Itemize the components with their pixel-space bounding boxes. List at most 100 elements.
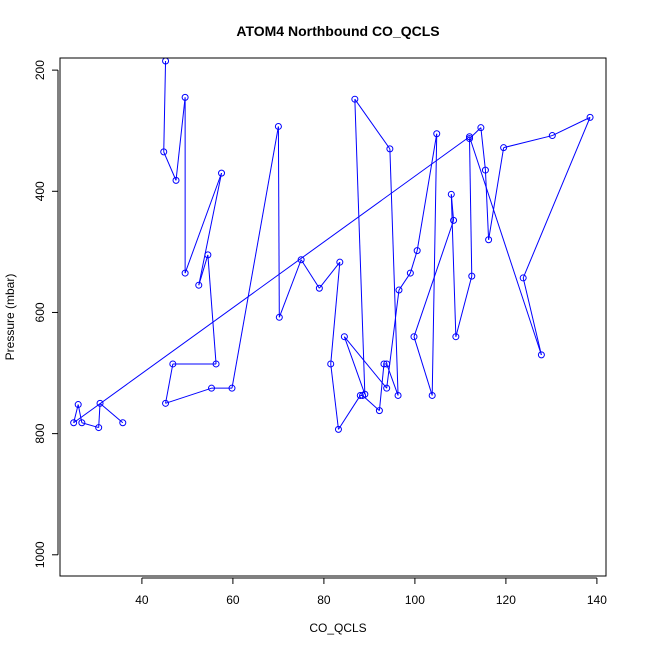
data-point <box>334 425 342 433</box>
series-segment <box>480 127 486 171</box>
data-point <box>386 145 394 153</box>
data-point <box>481 166 489 174</box>
data-point <box>394 391 402 399</box>
data-point <box>160 148 168 156</box>
data-point <box>169 360 177 368</box>
series-lines <box>73 61 591 430</box>
data-point <box>336 258 344 266</box>
data-point <box>274 122 282 130</box>
data-point <box>195 281 203 289</box>
data-point <box>383 384 391 392</box>
series-segment <box>386 289 400 389</box>
data-point <box>297 256 305 264</box>
data-point <box>181 93 189 101</box>
data-point <box>356 391 364 399</box>
x-tick-label: 40 <box>135 593 149 607</box>
series-segment <box>552 116 591 136</box>
series-segment <box>318 261 341 289</box>
data-point <box>395 286 403 294</box>
data-point <box>74 401 82 409</box>
x-axis-label: CO_QCLS <box>309 621 366 635</box>
series-segment <box>469 127 482 139</box>
data-point <box>466 135 473 143</box>
data-point <box>466 133 473 141</box>
series-segment <box>278 259 302 318</box>
x-axis: 40 60 80 100 120 140 <box>135 577 607 607</box>
data-point <box>96 399 104 407</box>
series-segment <box>413 336 433 396</box>
series-segment <box>163 151 177 181</box>
series-segment <box>416 133 438 251</box>
x-tick-label: 140 <box>587 593 607 607</box>
data-point <box>586 113 594 121</box>
series-segment <box>362 395 380 411</box>
data-point <box>208 384 216 392</box>
data-point <box>119 419 127 427</box>
data-point <box>447 190 455 198</box>
data-point <box>218 169 226 177</box>
data-point <box>162 399 170 407</box>
series-segment <box>409 250 418 274</box>
series-segment <box>469 136 542 356</box>
data-point <box>275 313 283 321</box>
series-segment <box>413 220 455 337</box>
series-segment <box>73 136 470 424</box>
data-point <box>351 95 359 103</box>
data-point <box>340 333 348 341</box>
series-segment <box>165 387 212 404</box>
data-point <box>500 144 508 152</box>
data-point <box>428 391 436 399</box>
series-segment <box>175 97 186 181</box>
data-point <box>70 419 78 427</box>
data-point <box>204 251 212 259</box>
x-tick-label: 80 <box>317 593 331 607</box>
series-segment <box>330 363 339 430</box>
x-tick-label: 100 <box>405 593 425 607</box>
series-segment <box>343 336 366 395</box>
data-point <box>410 333 418 341</box>
y-axis: 200 400 600 800 1000 <box>33 60 59 568</box>
data-point <box>375 407 383 415</box>
data-point <box>228 384 236 392</box>
series-segment <box>354 99 366 395</box>
data-point <box>548 132 556 140</box>
series-segment <box>338 395 361 430</box>
series-segment <box>522 117 591 279</box>
data-point <box>485 236 493 244</box>
y-tick-label: 600 <box>33 302 47 322</box>
chart-title: ATOM4 Northbound CO_QCLS <box>236 23 439 39</box>
x-tick-label: 120 <box>496 593 516 607</box>
series-segment <box>389 148 399 396</box>
data-point <box>172 176 180 184</box>
data-point <box>212 360 220 368</box>
series-segment <box>207 254 217 364</box>
data-point <box>78 419 86 427</box>
y-tick-label: 800 <box>33 423 47 443</box>
data-point <box>537 351 545 359</box>
series-segment <box>163 61 167 152</box>
series-segment <box>469 138 473 277</box>
series-segment <box>378 363 385 411</box>
data-point <box>413 247 421 255</box>
x-tick-label: 60 <box>226 593 240 607</box>
series-segment <box>484 170 490 240</box>
series-segment <box>231 126 279 389</box>
data-point <box>477 124 485 132</box>
data-point <box>452 333 460 341</box>
y-tick-label: 400 <box>33 181 47 201</box>
series-segment <box>455 275 473 337</box>
data-point <box>468 272 476 280</box>
plot-frame <box>59 57 607 577</box>
series-segment <box>343 336 388 389</box>
data-point <box>327 360 335 368</box>
data-point <box>361 390 369 398</box>
y-axis-label: Pressure (mbar) <box>3 274 17 361</box>
y-tick-label: 1000 <box>33 541 47 568</box>
series-segment <box>165 363 174 404</box>
series-segment <box>522 277 542 355</box>
data-point <box>406 269 414 277</box>
series-segment <box>431 133 438 396</box>
series-segment <box>184 172 222 274</box>
series-segment <box>277 126 280 318</box>
